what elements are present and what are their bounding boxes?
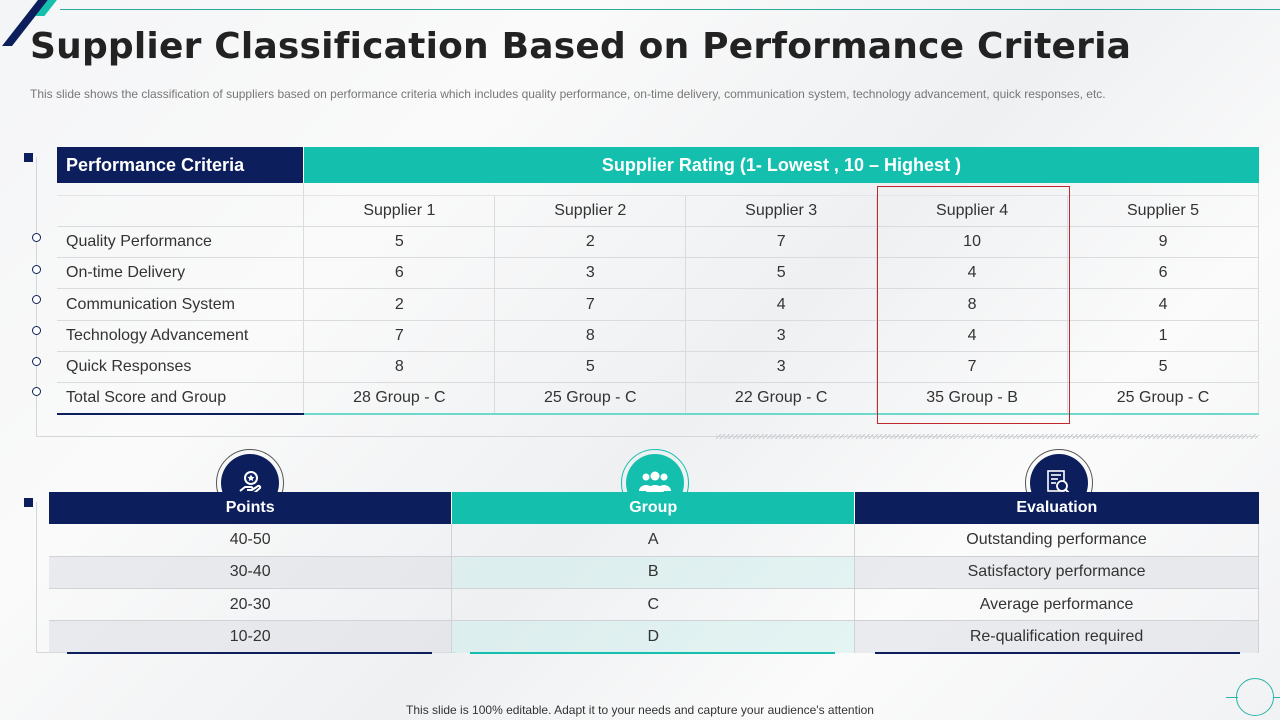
table-row: 10-20 D Re-qualification required bbox=[49, 620, 1259, 654]
supplier-rating-header: Supplier Rating (1- Lowest , 10 – Highes… bbox=[303, 147, 1259, 183]
rating-cell: 3 bbox=[685, 351, 878, 384]
page-title: Supplier Classification Based on Perform… bbox=[30, 26, 1132, 67]
table-header-row: Points Group Evaluation bbox=[49, 492, 1259, 524]
total-score-cell: 22 Group - C bbox=[685, 382, 878, 416]
criteria-label: Technology Advancement bbox=[57, 320, 305, 352]
nav-line-right bbox=[1274, 697, 1280, 698]
supplier-rating-table: Performance Criteria Supplier Rating (1-… bbox=[57, 147, 1259, 416]
supplier-2-header: Supplier 2 bbox=[494, 195, 687, 227]
bullet-circle-icon bbox=[32, 326, 41, 335]
points-cell: 30-40 bbox=[49, 556, 453, 590]
total-score-cell: 25 Group - C bbox=[1067, 382, 1259, 416]
table-row: Quality Performance 5 2 7 10 9 bbox=[57, 226, 1259, 259]
rating-cell: 4 bbox=[876, 257, 1069, 290]
nav-line-left bbox=[1226, 697, 1238, 698]
rating-cell: 9 bbox=[1067, 226, 1259, 259]
hatched-divider bbox=[716, 434, 1259, 439]
bottom-accent-bar-navy bbox=[875, 652, 1240, 654]
criteria-label: On-time Delivery bbox=[57, 257, 305, 290]
square-marker bbox=[24, 498, 33, 507]
rating-cell: 2 bbox=[494, 226, 687, 259]
criteria-label: Total Score and Group bbox=[57, 382, 305, 416]
rating-cell: 6 bbox=[1067, 257, 1259, 290]
table-header-row: Performance Criteria Supplier Rating (1-… bbox=[57, 147, 1259, 183]
footer-note: This slide is 100% editable. Adapt it to… bbox=[406, 703, 874, 717]
evaluation-cell: Re-qualification required bbox=[854, 620, 1259, 654]
rating-cell: 5 bbox=[303, 226, 496, 259]
table-row: Communication System 2 7 4 8 4 bbox=[57, 288, 1259, 321]
criteria-label: Quick Responses bbox=[57, 351, 305, 384]
criteria-label: Communication System bbox=[57, 288, 305, 321]
total-score-cell: 35 Group - B bbox=[876, 382, 1069, 416]
classification-table: Points Group Evaluation 40-50 A Outstand… bbox=[49, 492, 1259, 654]
table-row: 30-40 B Satisfactory performance bbox=[49, 556, 1259, 590]
rating-cell: 5 bbox=[494, 351, 687, 384]
supplier-3-header: Supplier 3 bbox=[685, 195, 878, 227]
table-row: Technology Advancement 7 8 3 4 1 bbox=[57, 320, 1259, 352]
rating-cell: 6 bbox=[303, 257, 496, 290]
evaluation-cell: Satisfactory performance bbox=[854, 556, 1259, 590]
supplier-5-header: Supplier 5 bbox=[1067, 195, 1259, 227]
table-row: Quick Responses 8 5 3 7 5 bbox=[57, 351, 1259, 384]
supplier-4-header: Supplier 4 bbox=[876, 195, 1069, 227]
supplier-names-row: Supplier 1 Supplier 2 Supplier 3 Supplie… bbox=[57, 195, 1259, 227]
rating-cell: 8 bbox=[876, 288, 1069, 321]
evaluation-header: Evaluation bbox=[854, 492, 1259, 524]
rating-cell: 7 bbox=[685, 226, 878, 259]
rating-cell: 8 bbox=[303, 351, 496, 384]
bottom-accent-bar-navy bbox=[67, 652, 432, 654]
points-cell: 10-20 bbox=[49, 620, 453, 654]
bullet-circle-icon bbox=[32, 295, 41, 304]
rating-cell: 2 bbox=[303, 288, 496, 321]
evaluation-cell: Average performance bbox=[854, 588, 1259, 622]
top-divider-line bbox=[60, 9, 1280, 10]
bullet-circle-icon bbox=[32, 265, 41, 274]
supplier-1-header: Supplier 1 bbox=[303, 195, 496, 227]
criteria-label: Quality Performance bbox=[57, 226, 305, 259]
rating-cell: 5 bbox=[1067, 351, 1259, 384]
evaluation-cell: Outstanding performance bbox=[854, 524, 1259, 557]
points-cell: 40-50 bbox=[49, 524, 453, 557]
table-row: On-time Delivery 6 3 5 4 6 bbox=[57, 257, 1259, 290]
spacer-row bbox=[57, 183, 1259, 196]
nav-circle-icon bbox=[1236, 678, 1274, 716]
square-marker bbox=[24, 153, 33, 162]
group-cell: D bbox=[451, 620, 856, 654]
group-cell: A bbox=[451, 524, 856, 557]
points-cell: 20-30 bbox=[49, 588, 453, 622]
rating-cell: 3 bbox=[685, 320, 878, 352]
table-row: 40-50 A Outstanding performance bbox=[49, 524, 1259, 557]
table-row: 20-30 C Average performance bbox=[49, 588, 1259, 622]
rating-cell: 7 bbox=[303, 320, 496, 352]
group-cell: C bbox=[451, 588, 856, 622]
rating-cell: 10 bbox=[876, 226, 1069, 259]
performance-criteria-header: Performance Criteria bbox=[57, 147, 305, 183]
rating-cell: 7 bbox=[494, 288, 687, 321]
rating-cell: 3 bbox=[494, 257, 687, 290]
rating-cell: 5 bbox=[685, 257, 878, 290]
rating-cell: 4 bbox=[685, 288, 878, 321]
rating-cell: 1 bbox=[1067, 320, 1259, 352]
page-subtitle: This slide shows the classification of s… bbox=[30, 87, 1106, 101]
bullet-circle-icon bbox=[32, 387, 41, 396]
group-cell: B bbox=[451, 556, 856, 590]
rating-cell: 8 bbox=[494, 320, 687, 352]
rating-cell: 4 bbox=[876, 320, 1069, 352]
group-header: Group bbox=[451, 492, 856, 524]
total-score-row: Total Score and Group 28 Group - C 25 Gr… bbox=[57, 382, 1259, 416]
bullet-circle-icon bbox=[32, 357, 41, 366]
rating-cell: 7 bbox=[876, 351, 1069, 384]
bullet-circle-icon bbox=[32, 233, 41, 242]
rating-cell: 4 bbox=[1067, 288, 1259, 321]
total-score-cell: 25 Group - C bbox=[494, 382, 687, 416]
total-score-cell: 28 Group - C bbox=[303, 382, 496, 416]
points-header: Points bbox=[49, 492, 452, 524]
bottom-accent-bar-teal bbox=[470, 652, 835, 654]
